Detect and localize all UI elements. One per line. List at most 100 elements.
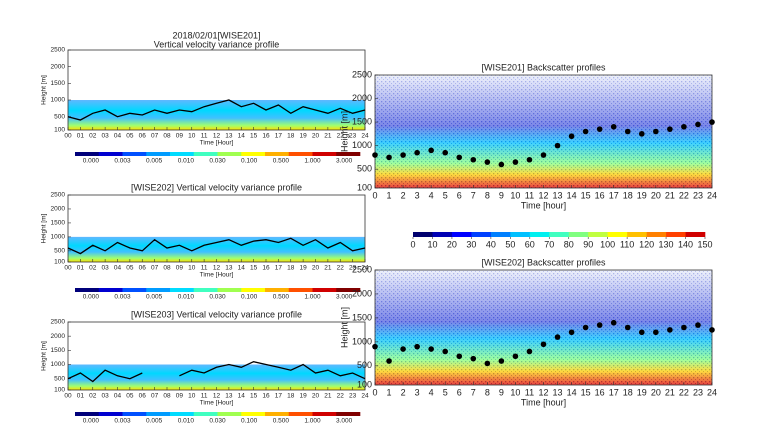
x-tick-label: 20 (651, 190, 661, 200)
y-tick-label: 2500 (51, 319, 66, 326)
y-axis-label: Height [m] (41, 213, 48, 243)
x-tick-label: 24 (707, 190, 717, 200)
x-tick-label: 8 (485, 190, 490, 200)
y-tick-label: 1500 (51, 347, 66, 354)
x-tick-label: 7 (471, 387, 476, 397)
x-tick-label: 02 (89, 133, 97, 140)
series-dot (386, 154, 392, 161)
x-tick-label: 13 (553, 387, 563, 397)
colorbar-swatch (646, 232, 667, 237)
colorbar-label: 1.000 (304, 418, 321, 425)
x-tick-label: 15 (250, 393, 258, 400)
x-tick-label: 24 (361, 133, 369, 140)
x-tick-label: 07 (151, 393, 159, 400)
colorbar-label: 0.100 (241, 418, 258, 425)
colorbar-swatch (146, 288, 171, 292)
colorbar-swatch (98, 152, 123, 156)
series-dot (442, 149, 449, 156)
y-tick-label: 2000 (352, 93, 372, 103)
x-tick-label: 9 (499, 387, 504, 397)
x-tick-label: 05 (126, 265, 134, 272)
x-tick-label: 10 (510, 387, 520, 397)
x-tick-label: 21 (665, 387, 675, 397)
colorbar-swatch (568, 232, 589, 237)
x-tick-label: 1 (387, 190, 392, 200)
series-dot (667, 126, 673, 132)
series-dot (400, 152, 406, 158)
x-tick-label: 06 (139, 133, 147, 140)
x-tick-label: 5 (443, 387, 448, 397)
colorbar-swatch (241, 288, 266, 292)
colorbar-label: 0.005 (146, 158, 163, 165)
x-tick-label: 12 (213, 133, 221, 140)
series-dot (596, 322, 603, 328)
series-dot (414, 343, 420, 350)
x-tick-label: 16 (262, 133, 270, 140)
colorbar-label: 0.005 (146, 418, 163, 425)
x-tick-label: 5 (443, 190, 448, 200)
x-tick-label: 05 (126, 133, 134, 140)
x-tick-label: 11 (201, 265, 208, 272)
y-tick-label: 1000 (51, 234, 66, 241)
y-axis-label: Height [m] (339, 307, 349, 348)
x-tick-label: 01 (77, 393, 85, 400)
series-dot (667, 327, 673, 333)
series-dot (470, 355, 477, 362)
x-axis-label: Time [Hour] (200, 140, 234, 147)
x-tick-label: 15 (250, 265, 258, 272)
colorbar-label: 0.100 (241, 158, 258, 165)
colorbar-swatch (312, 288, 337, 292)
x-tick-label: 19 (300, 393, 308, 400)
y-tick-label: 1000 (352, 336, 372, 346)
chart-title: [WISE201] Backscatter profiles (481, 62, 606, 72)
colorbar-label: 20 (447, 239, 457, 249)
colorbar-label: 3.000 (336, 294, 353, 301)
colorbar-label: 0.005 (146, 294, 163, 301)
x-tick-label: 09 (176, 133, 184, 140)
series-dot (681, 324, 687, 331)
x-tick-label: 09 (176, 393, 184, 400)
y-tick-label: 2000 (51, 63, 66, 70)
x-tick-label: 19 (300, 265, 308, 272)
x-tick-label: 24 (707, 387, 717, 397)
series-dot (400, 346, 406, 352)
x-tick-label: 14 (238, 133, 246, 140)
colorbar-label: 80 (564, 239, 574, 249)
colorbar-swatch (413, 232, 433, 237)
colorbar-swatch (588, 232, 608, 237)
x-tick-label: 24 (361, 265, 369, 272)
colorbar-swatch (336, 412, 361, 416)
colorbar-swatch (193, 412, 218, 416)
series-dot (456, 353, 463, 360)
x-tick-label: 08 (163, 393, 171, 400)
series-dot (442, 348, 449, 355)
x-tick-label: 20 (312, 393, 320, 400)
colorbar-label: 130 (659, 239, 674, 249)
x-tick-label: 23 (693, 387, 703, 397)
colorbar-swatch (241, 412, 266, 416)
colorbar-label: 60 (525, 239, 535, 249)
x-tick-label: 0 (372, 190, 377, 200)
x-tick-label: 07 (151, 265, 159, 272)
series-dot (681, 123, 687, 130)
x-tick-label: 18 (287, 265, 295, 272)
colorbar-label: 90 (583, 239, 593, 249)
series-dot (582, 128, 589, 135)
x-tick-label: 06 (139, 265, 147, 272)
colorbar-label: 3.000 (336, 418, 353, 425)
x-tick-label: 18 (287, 393, 295, 400)
colorbar-label: 1.000 (304, 294, 321, 301)
y-tick-label: 2500 (352, 69, 372, 79)
x-tick-label: 13 (553, 190, 563, 200)
series-dot (596, 126, 603, 132)
colorbar-swatch (336, 152, 361, 156)
x-tick-label: 3 (415, 190, 420, 200)
x-tick-label: 12 (213, 265, 221, 272)
x-tick-label: 0 (372, 387, 377, 397)
y-tick-label: 500 (54, 375, 65, 382)
colorbar-swatch (75, 288, 100, 292)
x-tick-label: 3 (415, 387, 420, 397)
x-tick-label: 01 (77, 265, 85, 272)
colorbar-swatch (607, 232, 628, 237)
y-tick-label: 2500 (51, 192, 66, 199)
